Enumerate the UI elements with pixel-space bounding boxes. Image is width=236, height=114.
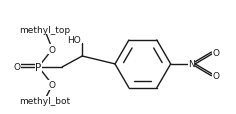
Text: methyl_bot: methyl_bot	[19, 96, 70, 105]
Text: HO: HO	[67, 35, 81, 44]
Text: O: O	[213, 48, 220, 57]
Text: O: O	[13, 63, 20, 72]
Text: O: O	[213, 72, 220, 81]
Text: N: N	[188, 60, 195, 69]
Text: O: O	[49, 45, 56, 54]
Text: O: O	[49, 80, 56, 89]
Text: methyl_top: methyl_top	[19, 26, 70, 35]
Text: P: P	[35, 62, 42, 72]
